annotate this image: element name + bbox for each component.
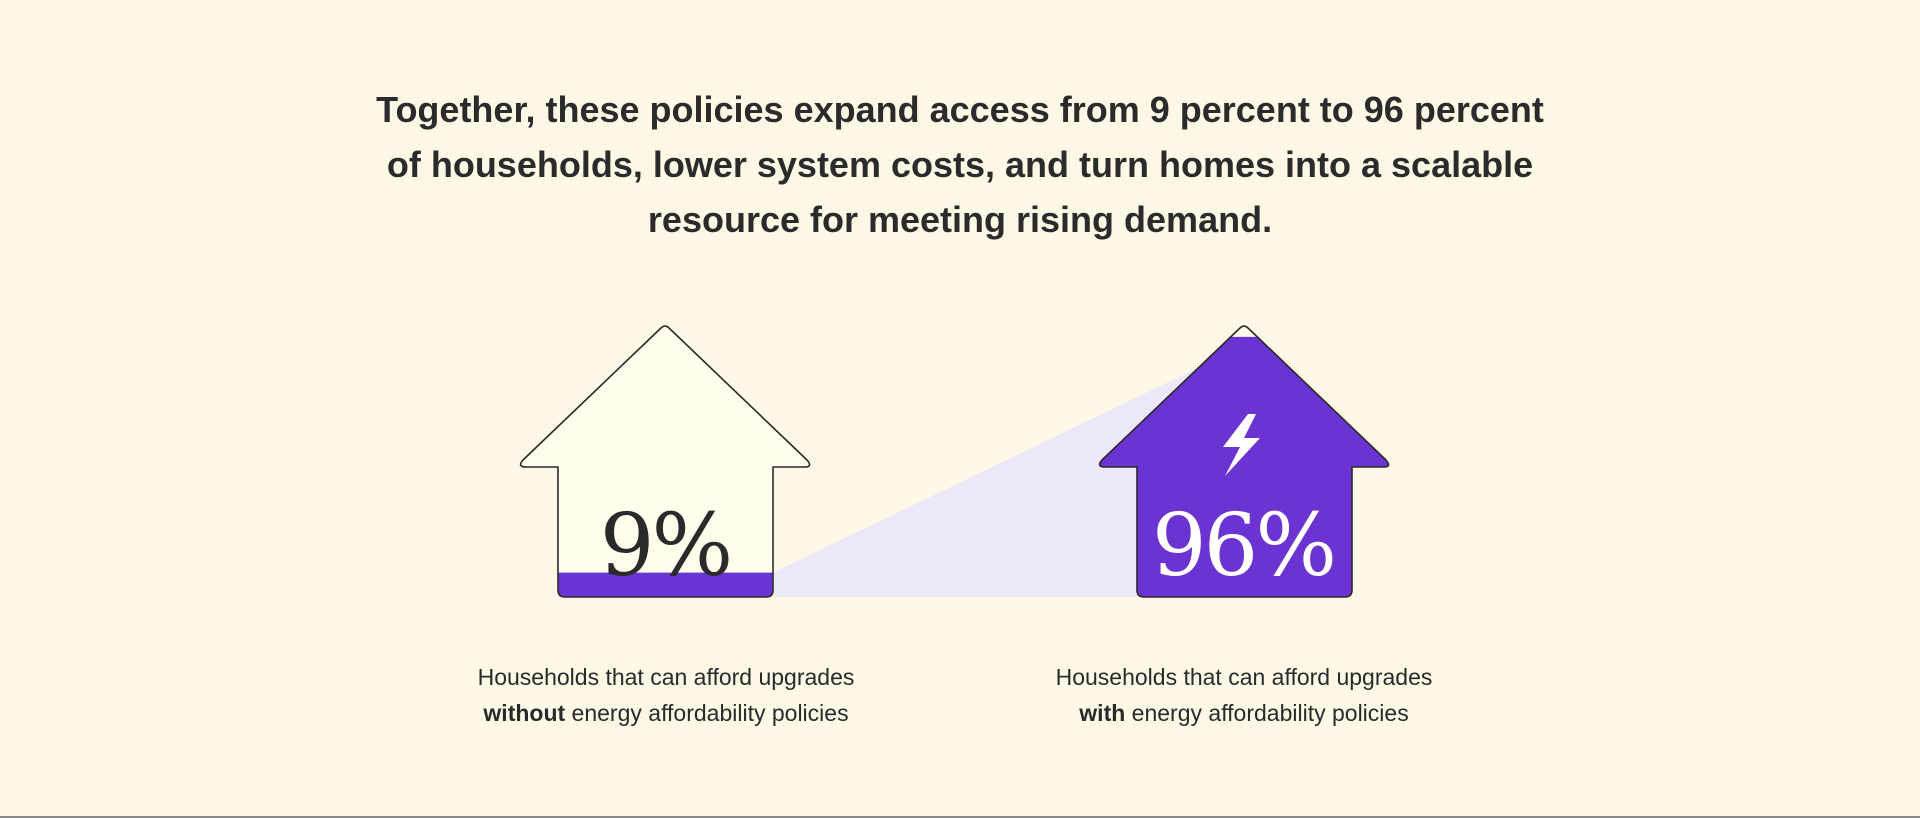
caption-right: Households that can afford upgrades with… — [984, 659, 1504, 731]
headline-line-1: Together, these policies expand access f… — [376, 89, 1544, 130]
caption-left-line-2: without energy affordability policies — [406, 695, 926, 731]
caption-left-emphasis: without — [483, 700, 566, 726]
caption-right-rest: energy affordability policies — [1125, 700, 1409, 726]
bottom-divider — [0, 816, 1920, 818]
house-right-outline — [1098, 325, 1390, 598]
headline: Together, these policies expand access f… — [260, 82, 1660, 247]
caption-left: Households that can afford upgrades with… — [406, 659, 926, 731]
house-left: 9% — [519, 325, 811, 598]
caption-left-line-1: Households that can afford upgrades — [477, 664, 855, 690]
headline-line-3: resource for meeting rising demand. — [647, 199, 1273, 240]
house-left-fill — [520, 572, 810, 597]
caption-left-rest: energy affordability policies — [565, 700, 849, 726]
house-left-percent: 9% — [600, 496, 730, 596]
headline-line-2: of households, lower system costs, and t… — [386, 144, 1534, 185]
caption-right-line-2: with energy affordability policies — [984, 695, 1504, 731]
caption-right-line-1: Households that can afford upgrades — [1055, 664, 1433, 690]
connector-wedge — [773, 366, 1200, 597]
caption-right-emphasis: with — [1079, 700, 1126, 726]
house-left-outline — [519, 325, 811, 598]
house-right-percent: 96% — [1152, 496, 1334, 596]
lightning-bolt-icon — [1223, 414, 1260, 476]
